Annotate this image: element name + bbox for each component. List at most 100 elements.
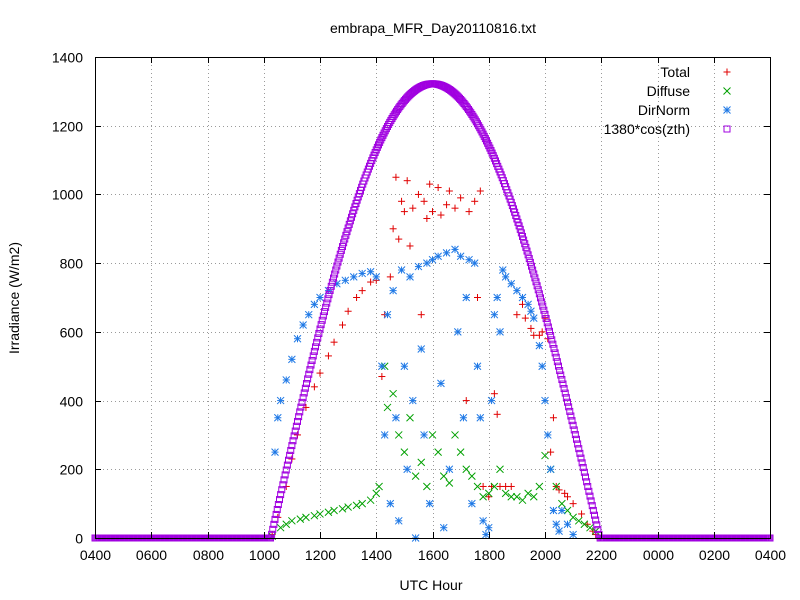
data-point bbox=[437, 211, 445, 219]
data-point bbox=[375, 141, 382, 149]
data-point bbox=[406, 273, 414, 281]
x-tick-label: 1400 bbox=[361, 547, 392, 563]
data-point bbox=[285, 456, 292, 464]
data-point bbox=[394, 516, 403, 525]
data-point bbox=[515, 222, 523, 230]
data-point bbox=[314, 334, 322, 342]
data-point bbox=[479, 130, 487, 138]
data-point bbox=[303, 380, 310, 388]
data-point bbox=[352, 501, 361, 510]
data-point bbox=[383, 310, 392, 319]
data-point bbox=[498, 266, 507, 274]
data-point bbox=[429, 208, 436, 216]
data-point bbox=[451, 431, 459, 439]
legend-marker bbox=[723, 87, 731, 95]
data-point bbox=[400, 448, 409, 456]
data-point bbox=[533, 282, 541, 290]
data-point bbox=[559, 380, 567, 388]
data-point bbox=[414, 190, 422, 198]
data-point bbox=[420, 431, 428, 439]
data-point bbox=[558, 376, 566, 384]
data-point bbox=[580, 468, 588, 476]
data-point bbox=[496, 328, 504, 336]
data-point bbox=[473, 482, 482, 491]
data-point bbox=[479, 516, 487, 525]
data-point bbox=[378, 373, 386, 381]
data-point bbox=[462, 397, 470, 405]
data-point bbox=[307, 361, 315, 369]
data-point bbox=[268, 530, 276, 538]
data-point bbox=[518, 293, 527, 302]
data-point bbox=[484, 139, 492, 147]
data-point bbox=[336, 250, 344, 258]
data-point bbox=[298, 398, 306, 406]
data-point bbox=[322, 303, 330, 311]
data-point bbox=[377, 136, 385, 144]
data-point bbox=[521, 314, 529, 322]
data-point bbox=[580, 520, 589, 529]
data-point bbox=[445, 187, 453, 195]
data-point bbox=[477, 126, 485, 134]
data-point bbox=[551, 349, 559, 357]
data-point bbox=[315, 329, 323, 337]
data-point bbox=[531, 274, 539, 282]
data-point bbox=[344, 224, 352, 232]
data-point bbox=[501, 273, 510, 281]
x-tick-label: 0000 bbox=[643, 547, 674, 563]
data-point bbox=[300, 389, 308, 397]
data-point bbox=[344, 307, 352, 315]
data-point bbox=[578, 459, 586, 467]
data-point bbox=[517, 229, 525, 237]
chart-title: embrapa_MFR_Day20110816.txt bbox=[330, 20, 536, 36]
data-point bbox=[483, 137, 490, 145]
data-point bbox=[470, 259, 479, 267]
data-point bbox=[310, 300, 319, 309]
data-point bbox=[299, 321, 307, 329]
data-point bbox=[556, 367, 564, 375]
data-point bbox=[286, 451, 294, 459]
data-point bbox=[518, 496, 527, 505]
data-point bbox=[571, 431, 579, 439]
data-point bbox=[288, 516, 296, 525]
data-point bbox=[312, 343, 319, 351]
data-point bbox=[540, 306, 548, 314]
data-point bbox=[400, 208, 408, 216]
data-point bbox=[552, 520, 561, 529]
data-point bbox=[400, 362, 409, 371]
data-point bbox=[485, 142, 493, 150]
y-tick-label: 0 bbox=[75, 531, 83, 547]
data-point bbox=[490, 310, 499, 319]
data-point bbox=[443, 201, 451, 209]
data-point bbox=[406, 242, 414, 250]
data-point bbox=[334, 258, 342, 266]
data-point bbox=[587, 497, 595, 505]
data-point bbox=[484, 489, 493, 498]
data-point bbox=[507, 279, 516, 288]
data-point bbox=[358, 287, 366, 295]
x-tick-label: 0600 bbox=[136, 547, 167, 563]
data-point bbox=[526, 258, 534, 266]
data-point bbox=[343, 228, 351, 236]
y-tick-label: 600 bbox=[60, 325, 84, 341]
x-tick-label: 2000 bbox=[530, 547, 561, 563]
legend: Total Diffuse DirNorm 1380*cos(zth) bbox=[604, 64, 731, 137]
data-point bbox=[339, 321, 346, 329]
data-point bbox=[283, 461, 291, 469]
data-point bbox=[310, 347, 318, 355]
data-point bbox=[306, 366, 314, 374]
data-point bbox=[564, 398, 571, 406]
data-point bbox=[321, 308, 328, 316]
data-point bbox=[383, 403, 392, 412]
data-point bbox=[290, 432, 298, 440]
data-point bbox=[496, 465, 504, 474]
x-tick-label: 0200 bbox=[699, 547, 730, 563]
data-point bbox=[294, 417, 301, 425]
data-point bbox=[564, 493, 571, 501]
data-point bbox=[513, 492, 521, 501]
data-point bbox=[403, 177, 411, 185]
x-tick-label: 1800 bbox=[474, 547, 505, 563]
series-3 bbox=[91, 80, 774, 542]
data-point bbox=[538, 298, 546, 306]
data-point bbox=[287, 446, 295, 454]
data-point bbox=[423, 259, 431, 267]
